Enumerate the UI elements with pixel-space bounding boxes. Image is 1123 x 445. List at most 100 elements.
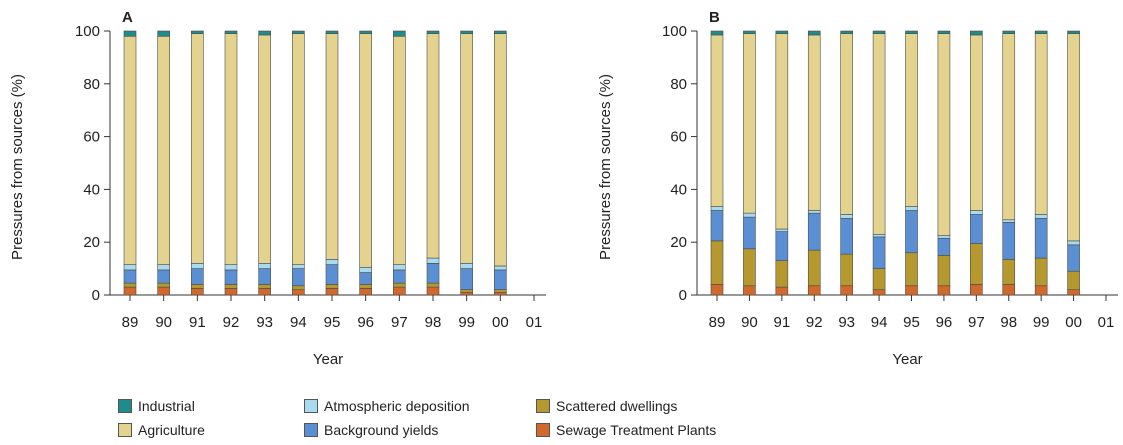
x-tick-label: 90 <box>155 314 172 331</box>
chart-panel-a: 0 20 40 60 80 100 89 90 91 92 93 94 95 96 97 98 99 00 01 A Y… <box>9 9 546 368</box>
bar-segment-scattered-dwellings <box>393 282 406 288</box>
bar-segment-atmospheric-deposition <box>710 206 724 211</box>
x-tick-label: 95 <box>324 314 341 331</box>
bar-segment-atmospheric-deposition <box>807 210 821 214</box>
bar-segment-sewage-treatment-plants <box>937 285 951 296</box>
bar-segment-sewage-treatment-plants <box>807 285 821 296</box>
bar-segment-scattered-dwellings <box>191 284 204 289</box>
bar-segment-scattered-dwellings <box>123 282 137 288</box>
x-tick-label: 97 <box>968 314 985 331</box>
bar-segment-scattered-dwellings <box>359 284 372 289</box>
bar-segment-atmospheric-deposition <box>359 266 372 273</box>
bar-segment-background-yields <box>157 269 170 284</box>
bar-segment-industrial <box>426 30 440 34</box>
bar-segment-atmospheric-deposition <box>426 257 440 264</box>
legend-label: Sewage Treatment Plants <box>556 422 717 438</box>
bar-segment-industrial <box>1002 30 1016 34</box>
bar-segment-atmospheric-deposition <box>157 264 170 271</box>
bar-segment-background-yields <box>710 210 724 242</box>
bar-segment-agriculture <box>970 34 983 211</box>
bar-segment-agriculture <box>292 33 305 265</box>
bar-segment-agriculture <box>258 34 271 264</box>
bar-segment-scattered-dwellings <box>970 243 983 285</box>
bar-segment-sewage-treatment-plants <box>258 288 271 296</box>
x-tick-label: 98 <box>1000 314 1017 331</box>
y-axis-title: Pressures from sources (%) <box>597 74 614 260</box>
bar-segment-sewage-treatment-plants <box>970 284 983 296</box>
bar-segment-scattered-dwellings <box>775 260 789 288</box>
legend-label: Atmospheric deposition <box>324 398 470 414</box>
bar-segment-agriculture <box>807 34 821 211</box>
bar-segment-scattered-dwellings <box>1002 259 1016 285</box>
bar-segment-atmospheric-deposition <box>743 212 756 218</box>
bar-segment-atmospheric-deposition <box>1067 240 1080 246</box>
bar-segment-background-yields <box>937 237 951 256</box>
x-tick-label: 92 <box>223 314 240 331</box>
x-tick-label: 89 <box>709 314 726 331</box>
bar-segment-background-yields <box>325 264 339 285</box>
bar-segment-scattered-dwellings <box>460 289 473 293</box>
bar-segment-scattered-dwellings <box>872 268 886 291</box>
bar-segment-industrial <box>1067 30 1080 34</box>
bar-segment-atmospheric-deposition <box>325 259 339 265</box>
bar-segment-atmospheric-deposition <box>494 265 507 271</box>
x-tick-label: 00 <box>492 314 509 331</box>
y-axis-title: Pressures from sources (%) <box>9 74 26 260</box>
bar-segment-background-yields <box>840 218 853 255</box>
bar-segment-sewage-treatment-plants <box>123 286 137 296</box>
bar-segment-background-yields <box>224 269 238 285</box>
bar-segment-scattered-dwellings <box>937 255 951 287</box>
bar-segment-industrial <box>743 30 756 34</box>
bar-segment-background-yields <box>807 212 821 251</box>
x-tick-label: 00 <box>1065 314 1082 331</box>
bar-segment-industrial <box>292 30 305 34</box>
bar-segment-atmospheric-deposition <box>937 235 951 239</box>
bar-segment-industrial <box>905 30 918 34</box>
legend-item-sewage-treatment-plants: Sewage Treatment Plants <box>536 420 716 440</box>
bar-segment-agriculture <box>775 33 789 230</box>
bar-segment-background-yields <box>1067 244 1080 272</box>
bar-segment-atmospheric-deposition <box>1034 214 1048 219</box>
x-tick-label: 99 <box>1033 314 1050 331</box>
bar-segment-scattered-dwellings <box>1034 257 1048 287</box>
bar-segment-sewage-treatment-plants <box>224 288 238 296</box>
bar-segment-industrial <box>710 30 724 36</box>
bar-segment-sewage-treatment-plants <box>775 286 789 296</box>
legend-swatch-agriculture <box>118 423 132 437</box>
legend-swatch-scattered-dwellings <box>536 399 550 413</box>
bar-segment-industrial <box>224 30 238 34</box>
bar-segment-industrial <box>872 30 886 34</box>
bar-segment-background-yields <box>426 263 440 284</box>
y-tick-label: 60 <box>83 129 100 146</box>
bar-segment-industrial <box>393 30 406 37</box>
bar-segment-scattered-dwellings <box>325 284 339 289</box>
bar-segment-sewage-treatment-plants <box>460 292 473 296</box>
bar-segment-agriculture <box>937 33 951 236</box>
bar-segment-industrial <box>840 30 853 34</box>
bar-segment-atmospheric-deposition <box>1002 219 1016 223</box>
x-tick-label: 89 <box>122 314 139 331</box>
bar-segment-agriculture <box>426 33 440 259</box>
legend-label: Agriculture <box>138 422 205 438</box>
legend-label: Scattered dwellings <box>556 398 678 414</box>
bar-segment-agriculture <box>157 35 170 265</box>
bar-segment-agriculture <box>460 33 473 264</box>
bar-segment-background-yields <box>292 268 305 287</box>
bar-segment-industrial <box>970 30 983 36</box>
bar-segment-atmospheric-deposition <box>970 210 983 215</box>
bar-segment-agriculture <box>325 33 339 260</box>
bar-segment-scattered-dwellings <box>710 240 724 285</box>
bar-segment-background-yields <box>872 236 886 269</box>
bar-segment-background-yields <box>258 268 271 285</box>
bar-segment-background-yields <box>905 210 918 254</box>
bar-segment-sewage-treatment-plants <box>1034 285 1048 296</box>
y-tick-label: 20 <box>83 234 100 251</box>
x-tick-label: 01 <box>1098 314 1115 331</box>
x-tick-label: 96 <box>936 314 953 331</box>
x-tick-label: 98 <box>425 314 442 331</box>
bar-segment-sewage-treatment-plants <box>191 288 204 296</box>
bar-segment-atmospheric-deposition <box>905 206 918 211</box>
bar-segment-sewage-treatment-plants <box>157 286 170 296</box>
x-tick-label: 93 <box>256 314 273 331</box>
